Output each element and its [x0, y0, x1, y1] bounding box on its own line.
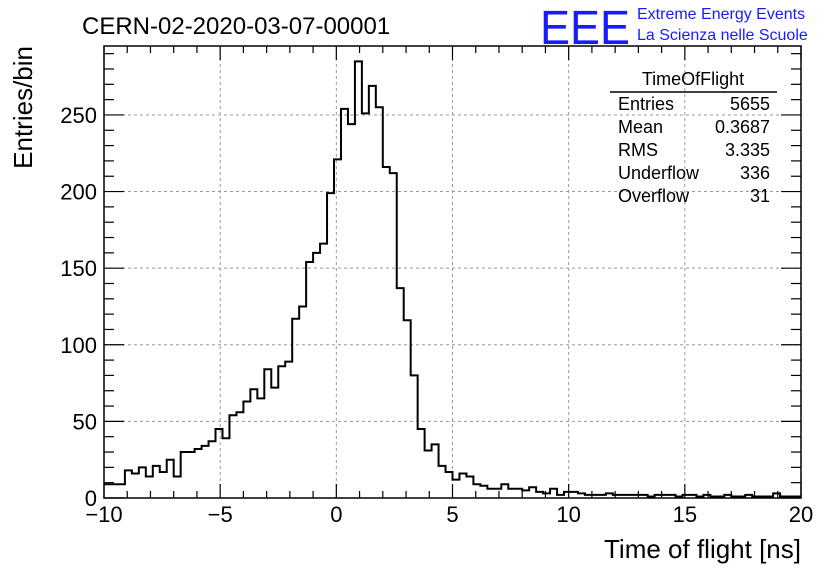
y-tick-label: 200 — [60, 180, 97, 205]
x-tick-label: −10 — [85, 502, 122, 527]
x-tick-label: 10 — [556, 502, 580, 527]
y-tick-label: 150 — [60, 256, 97, 281]
stats-row-value: 336 — [740, 163, 770, 183]
stats-row-label: Mean — [618, 117, 663, 137]
stats-row-value: 31 — [750, 186, 770, 206]
stats-row-label: Overflow — [618, 186, 690, 206]
histogram-series — [104, 60, 801, 498]
project-name-line2: La Scienza nelle Scuole — [637, 27, 808, 44]
y-tick-label: 100 — [60, 333, 97, 358]
stats-row-value: 3.335 — [725, 140, 770, 160]
y-tick-label: 250 — [60, 103, 97, 128]
axis-ticks — [103, 46, 802, 499]
stats-row-value: 0.3687 — [715, 117, 770, 137]
stats-title: TimeOfFlight — [642, 69, 744, 89]
y-tick-label: 50 — [73, 409, 97, 434]
x-axis-label: Time of flight [ns] — [604, 534, 801, 564]
project-name-line1: Extreme Energy Events — [637, 6, 805, 23]
x-tick-label: 15 — [673, 502, 697, 527]
x-tick-label: 20 — [789, 502, 813, 527]
x-tick-label: 0 — [330, 502, 342, 527]
stats-row-label: Underflow — [618, 163, 700, 183]
stats-row-label: RMS — [618, 140, 658, 160]
y-tick-label: 0 — [85, 486, 97, 511]
y-tick-labels: 0 50 100 150 200 250 — [60, 103, 97, 511]
stats-row-label: Entries — [618, 94, 674, 114]
x-tick-label: 5 — [446, 502, 458, 527]
eee-logo: EEE — [540, 2, 630, 55]
x-tick-labels: −10 −5 0 5 10 15 20 — [85, 502, 813, 527]
stats-row-value: 5655 — [730, 94, 770, 114]
run-title: CERN-02-2020-03-07-00001 — [82, 13, 390, 40]
y-axis-label: Entries/bin — [8, 46, 38, 169]
grid-lines — [104, 46, 801, 498]
x-tick-label: −5 — [208, 502, 233, 527]
stats-box: TimeOfFlight Entries 5655 Mean 0.3687 RMS 3.3… — [610, 69, 777, 206]
